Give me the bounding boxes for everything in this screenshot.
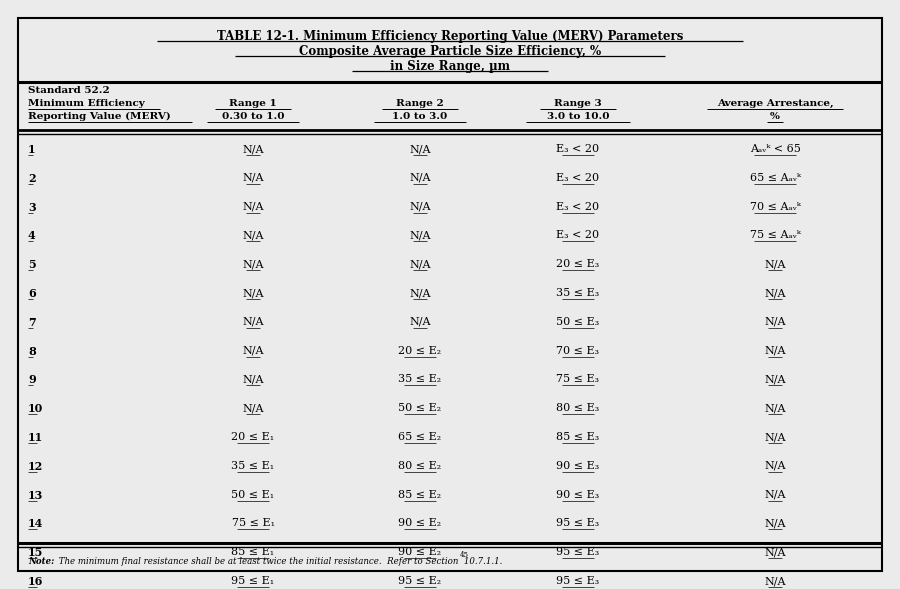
Text: 6: 6: [28, 288, 36, 299]
Text: 65 ≤ E₂: 65 ≤ E₂: [399, 432, 442, 442]
Text: N/A: N/A: [764, 432, 786, 442]
Text: N/A: N/A: [764, 489, 786, 499]
Text: 90 ≤ E₂: 90 ≤ E₂: [399, 518, 442, 528]
Text: 75 ≤ Aₐᵥᵏ: 75 ≤ Aₐᵥᵏ: [750, 230, 800, 240]
Text: 45: 45: [460, 551, 469, 559]
Text: 16: 16: [28, 576, 43, 587]
Text: N/A: N/A: [410, 173, 431, 183]
Text: N/A: N/A: [764, 346, 786, 356]
Text: 90 ≤ E₃: 90 ≤ E₃: [556, 489, 599, 499]
Text: 11: 11: [28, 432, 43, 443]
Text: N/A: N/A: [242, 288, 264, 298]
Text: Range 3: Range 3: [554, 99, 602, 108]
Text: N/A: N/A: [242, 173, 264, 183]
Text: N/A: N/A: [764, 317, 786, 327]
Text: 35 ≤ E₁: 35 ≤ E₁: [231, 461, 274, 471]
Text: 85 ≤ E₃: 85 ≤ E₃: [556, 432, 599, 442]
Text: N/A: N/A: [764, 576, 786, 586]
Text: Composite Average Particle Size Efficiency, %: Composite Average Particle Size Efficien…: [299, 45, 601, 58]
FancyBboxPatch shape: [18, 18, 882, 571]
Text: N/A: N/A: [242, 375, 264, 385]
Text: 9: 9: [28, 375, 36, 385]
Text: 1.0 to 3.0: 1.0 to 3.0: [392, 112, 447, 121]
Text: 70 ≤ Aₐᵥᵏ: 70 ≤ Aₐᵥᵏ: [750, 201, 800, 211]
Text: N/A: N/A: [764, 461, 786, 471]
Text: 95 ≤ E₃: 95 ≤ E₃: [556, 518, 599, 528]
Text: 7: 7: [28, 317, 36, 328]
Text: 15: 15: [28, 547, 43, 558]
Text: 12: 12: [28, 461, 43, 472]
Text: N/A: N/A: [764, 375, 786, 385]
Text: 0.30 to 1.0: 0.30 to 1.0: [221, 112, 284, 121]
Text: 35 ≤ E₂: 35 ≤ E₂: [399, 375, 442, 385]
Text: 14: 14: [28, 518, 43, 530]
Text: 1: 1: [28, 144, 36, 155]
Text: N/A: N/A: [764, 288, 786, 298]
Text: N/A: N/A: [410, 288, 431, 298]
Text: N/A: N/A: [242, 144, 264, 154]
Text: 20 ≤ E₁: 20 ≤ E₁: [231, 432, 274, 442]
Text: Range 1: Range 1: [230, 99, 277, 108]
Text: 65 ≤ Aₐᵥᵏ: 65 ≤ Aₐᵥᵏ: [750, 173, 800, 183]
Text: Reporting Value (MERV): Reporting Value (MERV): [28, 112, 171, 121]
Text: 4: 4: [28, 230, 36, 241]
Text: 3.0 to 10.0: 3.0 to 10.0: [547, 112, 609, 121]
Text: Range 2: Range 2: [396, 99, 444, 108]
Text: Minimum Efficiency: Minimum Efficiency: [28, 99, 145, 108]
Text: N/A: N/A: [764, 518, 786, 528]
Text: N/A: N/A: [764, 547, 786, 557]
Text: 50 ≤ E₃: 50 ≤ E₃: [556, 317, 599, 327]
Text: Note:: Note:: [28, 557, 54, 566]
Text: 35 ≤ E₃: 35 ≤ E₃: [556, 288, 599, 298]
Text: N/A: N/A: [242, 259, 264, 269]
Text: 10: 10: [28, 403, 43, 414]
Text: 2: 2: [28, 173, 36, 184]
Text: 5: 5: [28, 259, 36, 270]
Text: 75 ≤ E₃: 75 ≤ E₃: [556, 375, 599, 385]
Text: 90 ≤ E₃: 90 ≤ E₃: [556, 461, 599, 471]
Text: Aₐᵥᵏ < 65: Aₐᵥᵏ < 65: [750, 144, 800, 154]
Text: 13: 13: [28, 489, 43, 501]
Text: N/A: N/A: [242, 346, 264, 356]
Text: 20 ≤ E₂: 20 ≤ E₂: [399, 346, 442, 356]
Text: E₃ < 20: E₃ < 20: [556, 201, 599, 211]
Text: %: %: [770, 112, 780, 121]
Text: in Size Range, µm: in Size Range, µm: [390, 60, 510, 73]
Text: N/A: N/A: [410, 144, 431, 154]
Text: N/A: N/A: [410, 230, 431, 240]
Text: N/A: N/A: [242, 230, 264, 240]
Text: 95 ≤ E₃: 95 ≤ E₃: [556, 576, 599, 586]
Text: N/A: N/A: [242, 403, 264, 413]
Text: 50 ≤ E₁: 50 ≤ E₁: [231, 489, 274, 499]
Text: 85 ≤ E₂: 85 ≤ E₂: [399, 489, 442, 499]
Text: N/A: N/A: [410, 201, 431, 211]
Text: 95 ≤ E₃: 95 ≤ E₃: [556, 547, 599, 557]
Text: TABLE 12-1. Minimum Efficiency Reporting Value (MERV) Parameters: TABLE 12-1. Minimum Efficiency Reporting…: [217, 30, 683, 43]
Text: 75 ≤ E₁: 75 ≤ E₁: [231, 518, 274, 528]
Text: 80 ≤ E₂: 80 ≤ E₂: [399, 461, 442, 471]
Text: E₃ < 20: E₃ < 20: [556, 144, 599, 154]
Text: The minimum final resistance shall be at least twice the initial resistance.  Re: The minimum final resistance shall be at…: [56, 557, 502, 566]
Text: N/A: N/A: [764, 259, 786, 269]
Text: E₃ < 20: E₃ < 20: [556, 230, 599, 240]
Text: N/A: N/A: [410, 317, 431, 327]
Text: 20 ≤ E₃: 20 ≤ E₃: [556, 259, 599, 269]
Text: N/A: N/A: [242, 317, 264, 327]
Text: 85 ≤ E₁: 85 ≤ E₁: [231, 547, 274, 557]
Text: N/A: N/A: [242, 201, 264, 211]
Text: N/A: N/A: [410, 259, 431, 269]
Text: Standard 52.2: Standard 52.2: [28, 86, 110, 95]
Text: 80 ≤ E₃: 80 ≤ E₃: [556, 403, 599, 413]
Text: 95 ≤ E₂: 95 ≤ E₂: [399, 576, 442, 586]
Text: 90 ≤ E₂: 90 ≤ E₂: [399, 547, 442, 557]
Text: E₃ < 20: E₃ < 20: [556, 173, 599, 183]
Text: Average Arrestance,: Average Arrestance,: [716, 99, 833, 108]
Text: 8: 8: [28, 346, 36, 356]
Text: 95 ≤ E₁: 95 ≤ E₁: [231, 576, 274, 586]
Text: 3: 3: [28, 201, 36, 213]
Text: N/A: N/A: [764, 403, 786, 413]
Text: 50 ≤ E₂: 50 ≤ E₂: [399, 403, 442, 413]
Text: 70 ≤ E₃: 70 ≤ E₃: [556, 346, 599, 356]
